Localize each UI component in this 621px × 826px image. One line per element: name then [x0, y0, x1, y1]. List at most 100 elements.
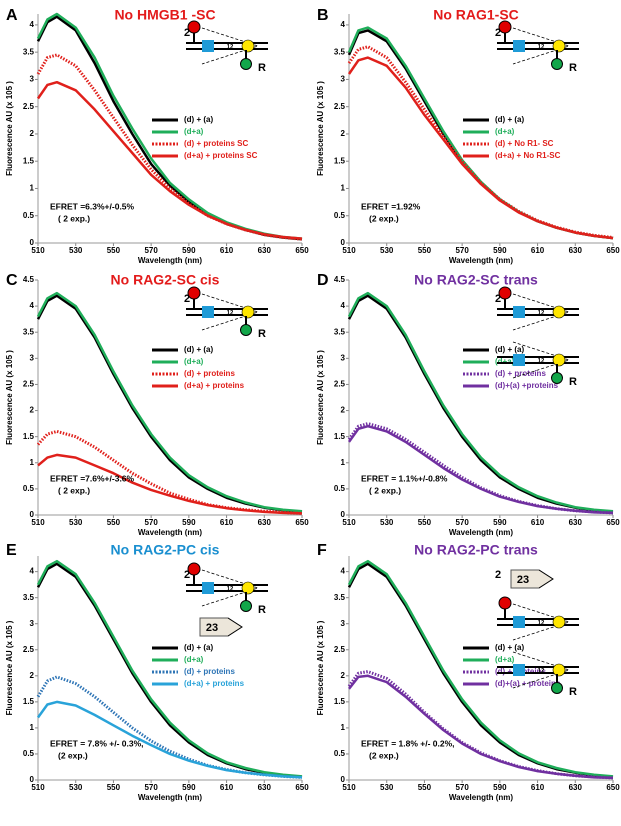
legend-label: (d) + No R1- SC: [495, 139, 554, 148]
annotation: EFRET =1.92%: [361, 201, 421, 211]
x-tick-label: 550: [107, 518, 121, 527]
legend-label: (d) + proteins: [184, 667, 235, 676]
y-tick-label: 1: [341, 723, 346, 732]
diagram-label: R: [569, 62, 577, 74]
y-tick-label: 4: [30, 567, 35, 576]
diagram-tri: [227, 617, 243, 637]
y-tick-label: 0: [341, 775, 346, 784]
x-axis-label: Wavelength (nm): [138, 528, 202, 537]
diagram-label: 12: [227, 311, 234, 317]
x-tick-label: 630: [569, 246, 583, 255]
y-tick-label: 0.5: [23, 484, 35, 493]
legend-label: (d) + (a): [495, 643, 524, 652]
annotation: (2 exp.): [58, 750, 88, 760]
diagram-red: [187, 20, 201, 34]
panel-title: No RAG2-SC trans: [414, 272, 538, 288]
y-tick-label: 1.5: [23, 156, 35, 165]
x-tick-label: 630: [258, 783, 272, 792]
x-tick-label: 650: [606, 246, 620, 255]
diagram-square: [513, 664, 525, 676]
x-tick-label: 570: [144, 518, 158, 527]
annotation: EFRET =6.3%+/-0.5%: [50, 201, 135, 211]
diagram-yellow: [552, 615, 566, 629]
x-tick-label: 550: [418, 246, 432, 255]
y-tick-label: 3.5: [334, 47, 346, 56]
diagram-label: 12: [538, 621, 545, 627]
diagram-green: [240, 324, 252, 336]
y-tick-label: 2: [341, 129, 346, 138]
diagram-label: 2: [495, 293, 501, 305]
y-tick-label: 3.5: [23, 593, 35, 602]
y-axis-label: Fluorescence AU (x 105 ): [5, 350, 14, 445]
y-tick-label: 0: [341, 238, 346, 247]
y-tick-label: 4: [341, 567, 346, 576]
y-tick-label: 1.5: [334, 432, 346, 441]
diagram-yellow: [552, 663, 566, 677]
y-tick-label: 2.5: [23, 102, 35, 111]
x-tick-label: 510: [31, 518, 45, 527]
legend-label: (d+a) + proteins SC: [184, 151, 258, 160]
y-tick-label: 1.5: [23, 697, 35, 706]
y-tick-label: 3: [341, 619, 346, 628]
x-tick-label: 530: [69, 518, 83, 527]
series-line: [347, 559, 614, 778]
diagram-square: [513, 616, 525, 628]
y-tick-label: 0: [30, 238, 35, 247]
legend-label: (d+a) + proteins: [184, 381, 245, 390]
diagram-label: 23: [517, 574, 529, 586]
panel-letter: B: [317, 7, 329, 24]
y-tick-label: 0: [30, 510, 35, 519]
x-tick-label: 630: [258, 518, 272, 527]
diagram-yellow: [552, 39, 566, 53]
diagram-tri: [538, 569, 554, 589]
series-line: [347, 424, 614, 515]
x-tick-label: 550: [107, 783, 121, 792]
diagram-square: [202, 40, 214, 52]
x-tick-label: 570: [455, 783, 469, 792]
y-tick-label: 1: [30, 723, 35, 732]
series-line: [37, 453, 303, 515]
diagram-label: 12: [538, 45, 545, 51]
x-tick-label: 650: [606, 783, 620, 792]
diagram-label: 2: [495, 569, 501, 581]
y-tick-label: 2.5: [334, 645, 346, 654]
y-axis-label: Fluorescence AU (x 105 ): [5, 81, 14, 176]
x-tick-label: 590: [493, 246, 507, 255]
diagram-yellow: [552, 305, 566, 319]
y-tick-label: 3.5: [23, 327, 35, 336]
x-tick-label: 610: [531, 783, 545, 792]
y-tick-label: 2: [30, 406, 35, 415]
x-tick-label: 510: [31, 246, 45, 255]
x-tick-label: 530: [380, 518, 394, 527]
diagram-label: R: [569, 686, 577, 698]
y-tick-label: 2: [341, 406, 346, 415]
y-tick-label: 2.5: [334, 380, 346, 389]
diagram-yellow: [241, 305, 255, 319]
legend-label: (d+a): [184, 655, 204, 664]
x-tick-label: 630: [569, 783, 583, 792]
diagram-label: R: [258, 62, 266, 74]
diagram-square: [202, 582, 214, 594]
y-tick-label: 3: [341, 75, 346, 84]
legend-label: (d) + (a): [184, 115, 213, 124]
x-tick-label: 610: [531, 246, 545, 255]
diagram-label: 2: [184, 293, 190, 305]
y-tick-label: 4.5: [334, 275, 346, 284]
y-tick-label: 1: [30, 184, 35, 193]
y-tick-label: 2.5: [334, 102, 346, 111]
y-tick-label: 1.5: [334, 697, 346, 706]
y-tick-label: 2.5: [23, 380, 35, 389]
diagram-label: R: [258, 328, 266, 340]
legend-label: (d) + (a): [184, 643, 213, 652]
x-tick-label: 530: [69, 246, 83, 255]
series-line: [347, 422, 614, 515]
diagram-label: 2: [495, 27, 501, 39]
diagram-red: [498, 596, 512, 610]
annotation: ( 2 exp.): [369, 485, 401, 495]
x-tick-label: 510: [31, 783, 45, 792]
y-tick-label: 4: [341, 20, 346, 29]
x-tick-label: 570: [455, 518, 469, 527]
series-line: [36, 559, 303, 778]
panel-letter: F: [317, 542, 327, 559]
y-tick-label: 3: [30, 353, 35, 362]
